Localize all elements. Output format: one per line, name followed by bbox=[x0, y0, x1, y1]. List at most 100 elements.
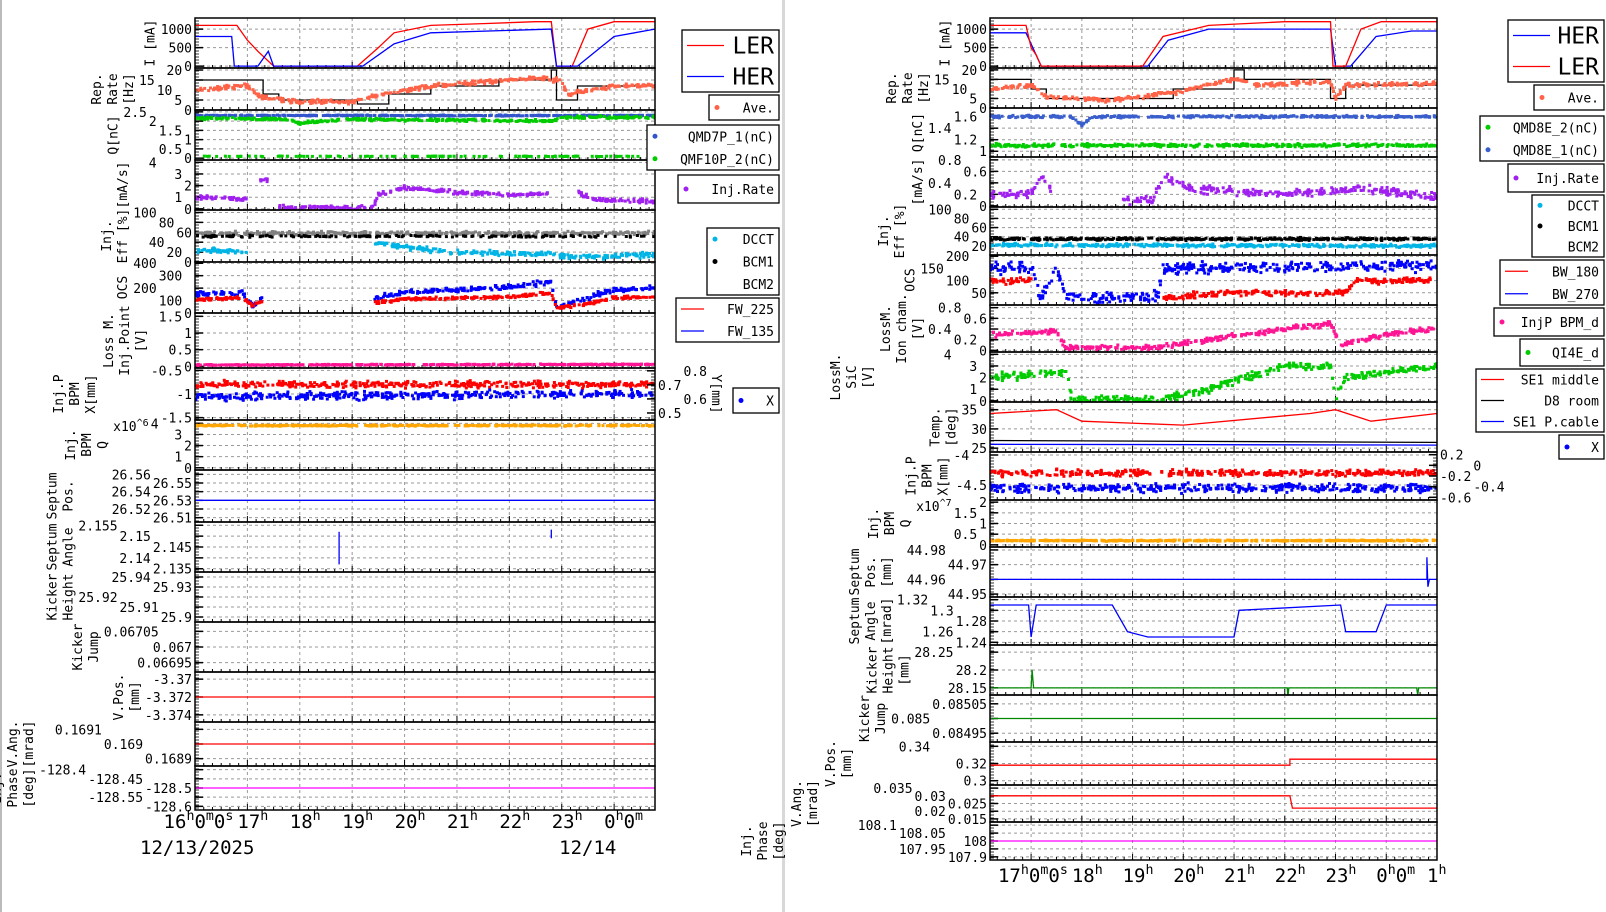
data-point bbox=[597, 155, 601, 158]
data-point bbox=[325, 154, 329, 158]
data-point bbox=[254, 92, 258, 96]
data-point bbox=[402, 244, 406, 248]
data-point bbox=[476, 385, 480, 389]
data-point bbox=[494, 119, 498, 122]
data-point bbox=[383, 293, 387, 297]
data-point bbox=[265, 180, 269, 184]
data-point bbox=[342, 100, 346, 104]
data-point bbox=[247, 117, 251, 121]
data-point bbox=[405, 188, 409, 192]
data-point bbox=[358, 381, 362, 385]
data-point bbox=[514, 193, 518, 197]
data-point bbox=[393, 154, 397, 158]
data-point bbox=[576, 298, 580, 302]
data-point bbox=[279, 118, 283, 121]
data-point bbox=[235, 396, 239, 400]
data-point bbox=[528, 75, 532, 79]
data-point bbox=[203, 114, 207, 118]
data-point bbox=[376, 394, 380, 398]
data-point bbox=[416, 289, 420, 293]
data-point bbox=[614, 252, 618, 256]
data-point bbox=[211, 114, 215, 118]
data-point bbox=[514, 380, 518, 384]
data-point bbox=[541, 114, 545, 117]
data-point bbox=[627, 84, 631, 88]
data-point bbox=[353, 234, 357, 238]
data-point bbox=[281, 203, 285, 207]
data-point bbox=[470, 296, 474, 300]
data-point bbox=[454, 232, 458, 236]
data-point bbox=[452, 192, 455, 196]
data-point bbox=[551, 155, 555, 158]
data-point bbox=[506, 294, 510, 298]
data-point bbox=[541, 253, 545, 257]
data-point bbox=[207, 383, 211, 387]
data-point bbox=[571, 154, 575, 158]
data-point bbox=[487, 363, 491, 367]
data-point bbox=[201, 196, 204, 200]
data-point bbox=[291, 97, 295, 101]
data-point bbox=[527, 381, 531, 385]
data-point bbox=[593, 384, 597, 388]
data-point bbox=[611, 396, 615, 399]
data-point bbox=[585, 302, 589, 306]
data-point bbox=[531, 280, 535, 284]
data-point bbox=[196, 251, 200, 255]
data-point bbox=[268, 114, 272, 118]
data-point bbox=[435, 234, 439, 238]
data-point bbox=[597, 254, 601, 258]
data-point bbox=[337, 382, 340, 386]
data-point bbox=[561, 115, 565, 119]
data-point bbox=[534, 282, 538, 286]
data-point bbox=[250, 304, 254, 308]
data-point bbox=[328, 154, 332, 158]
data-point bbox=[532, 283, 536, 287]
data-point bbox=[644, 295, 648, 299]
data-point bbox=[232, 296, 236, 300]
data-point bbox=[306, 385, 310, 389]
data-point bbox=[631, 113, 635, 117]
data-point bbox=[225, 383, 229, 386]
data-point bbox=[628, 200, 632, 204]
data-point bbox=[460, 383, 464, 387]
data-point bbox=[637, 295, 640, 299]
data-point bbox=[248, 235, 252, 239]
row-label: Inj. bbox=[100, 220, 115, 251]
data-point bbox=[629, 383, 633, 387]
data-point bbox=[375, 197, 379, 201]
data-point bbox=[474, 288, 478, 292]
data-point bbox=[346, 114, 350, 118]
data-point bbox=[297, 382, 301, 386]
y-tick-label: 20 bbox=[167, 246, 183, 261]
data-point bbox=[209, 86, 212, 90]
data-point bbox=[520, 383, 524, 387]
data-point bbox=[491, 80, 495, 84]
data-point bbox=[295, 382, 299, 386]
data-point bbox=[545, 280, 549, 283]
data-point bbox=[400, 230, 404, 234]
data-point bbox=[495, 384, 499, 388]
data-point bbox=[637, 232, 641, 236]
data-point bbox=[431, 189, 435, 193]
data-point bbox=[572, 393, 576, 397]
data-point bbox=[622, 115, 626, 119]
data-point bbox=[318, 154, 322, 158]
data-point bbox=[354, 386, 358, 390]
row-label: Rate bbox=[106, 73, 121, 104]
data-point bbox=[648, 295, 652, 299]
data-point bbox=[613, 233, 617, 237]
data-point bbox=[456, 248, 460, 252]
data-point bbox=[442, 114, 445, 118]
data-point bbox=[260, 393, 264, 397]
data-point bbox=[466, 296, 469, 299]
data-point bbox=[532, 193, 535, 197]
data-point bbox=[613, 384, 617, 388]
data-point bbox=[502, 284, 506, 288]
data-point bbox=[388, 363, 392, 367]
data-point bbox=[453, 382, 457, 386]
data-point bbox=[200, 382, 204, 386]
data-point bbox=[644, 381, 648, 385]
data-point bbox=[220, 363, 224, 367]
data-point bbox=[475, 295, 479, 299]
data-point bbox=[411, 118, 415, 122]
